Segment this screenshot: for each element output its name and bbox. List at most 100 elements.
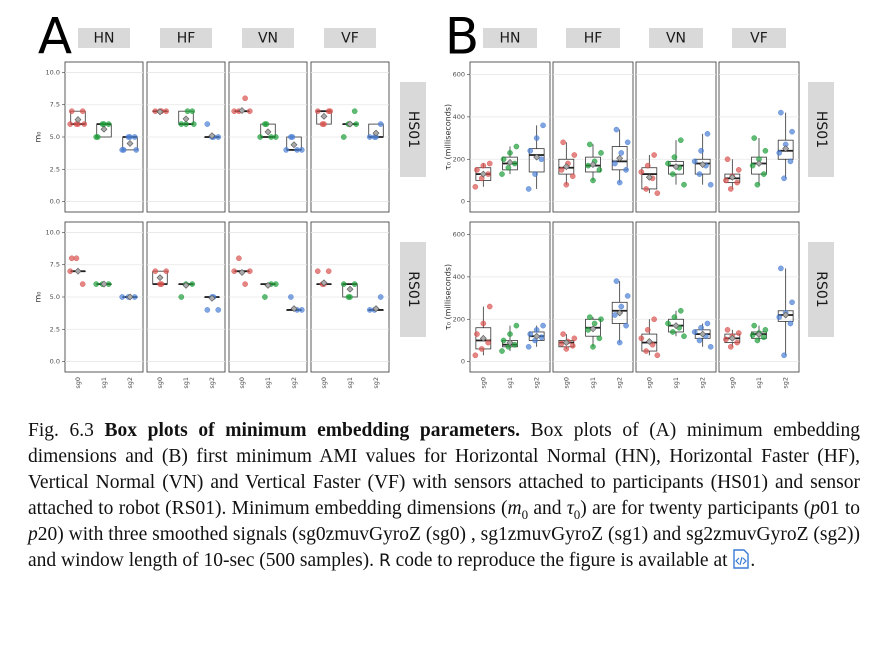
data-point [651,316,657,323]
x-tick-label: sg2 [208,377,216,389]
data-point [707,181,714,188]
data-point [532,171,538,177]
data-point [215,134,222,140]
row-strip [400,82,426,177]
data-point [749,162,756,169]
mean-marker [562,339,570,346]
data-point [643,186,649,192]
data-point [707,344,714,350]
y-tick-label: 200 [453,155,465,163]
mean-marker [264,128,272,136]
mean-marker [264,281,272,289]
data-point [189,281,196,287]
data-point [644,327,651,333]
data-point [73,255,80,262]
code-link-icon[interactable] [732,549,750,571]
y-axis-label: m₀ [34,292,43,303]
data-point [734,339,740,346]
data-point [486,303,493,310]
data-point [670,171,676,177]
data-point [527,147,534,154]
caption-normal: ) are for twenty participants ( [580,498,811,519]
box [668,160,684,175]
caption-normal: 20) with three smoothed signals (sg0zmuv… [28,524,860,571]
data-point [571,335,578,342]
caption-normal: . [750,550,756,571]
data-point [499,171,505,177]
data-point [560,331,566,337]
data-point [540,322,546,329]
mean-marker [126,140,134,147]
mean-marker [208,132,216,140]
data-point [762,327,769,333]
mean-marker [156,274,164,282]
data-point [499,348,505,354]
panel-label: A [38,8,72,66]
x-tick-label: sg1 [100,377,108,389]
data-point [485,339,491,346]
data-point [366,134,373,140]
row-strip-label: RS01 [405,271,421,307]
data-point [246,108,253,114]
data-point [754,337,761,344]
y-tick-label: 2.5 [50,325,60,333]
mean-marker [479,334,487,342]
data-point [538,156,545,163]
mean-marker [74,116,82,123]
data-point [751,135,758,141]
data-point [698,324,704,331]
data-point [723,177,729,184]
row-strip-label: HS01 [813,111,829,148]
data-point [696,337,703,344]
mean-marker [346,285,354,293]
box [585,156,601,173]
column-strip-label: HN [94,31,115,47]
column-strip [649,28,703,48]
data-point [351,281,358,287]
data-point [613,126,620,133]
data-point [618,303,625,310]
x-tick-label: sg2 [290,377,298,389]
data-point [480,320,487,327]
box [611,146,628,171]
data-point [353,121,360,127]
data-point [474,167,480,173]
data-point [321,121,327,127]
caption-italic: p [28,524,38,545]
data-point [351,108,358,114]
y-tick-label: 2.5 [50,165,60,173]
data-point [691,329,698,335]
y-tick-label: 5.0 [50,133,60,141]
data-point [596,335,603,342]
y-tick-label: 600 [453,70,465,78]
mean-marker [156,108,164,116]
column-strip [483,28,537,48]
data-point [474,331,480,337]
mean-marker [616,154,624,162]
data-point [781,175,787,182]
mean-marker [672,163,680,171]
data-point [246,268,253,274]
data-point [762,147,769,154]
mean-marker [100,125,108,133]
column-strip [566,28,620,48]
column-strip-label: HF [177,31,196,47]
mean-marker [506,159,514,166]
mean-marker [372,129,380,137]
column-strip-label: VF [750,31,768,47]
data-point [665,320,671,327]
data-point [152,268,159,274]
x-tick-label: sg2 [616,377,624,389]
y-axis-label: m₀ [34,132,43,143]
data-point [704,320,711,327]
mean-marker [672,322,680,330]
column-strip [78,28,130,48]
data-point [294,147,300,153]
data-point [678,307,684,314]
data-point [236,255,242,262]
data-point [105,121,112,127]
column-strip-label: VN [258,31,278,47]
data-point [272,281,279,287]
mean-marker [533,332,541,340]
